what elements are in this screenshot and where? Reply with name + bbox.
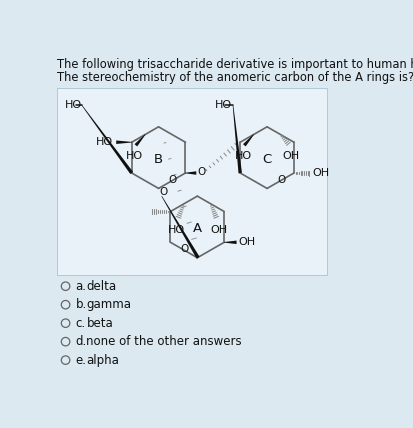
Text: O: O — [169, 175, 177, 185]
Text: OH: OH — [313, 168, 330, 178]
Text: alpha: alpha — [86, 354, 119, 367]
Text: e.: e. — [76, 354, 87, 367]
Text: beta: beta — [86, 317, 113, 330]
Text: HO: HO — [235, 152, 252, 161]
Polygon shape — [233, 105, 242, 173]
Text: C: C — [262, 153, 272, 166]
Polygon shape — [116, 140, 132, 144]
Text: delta: delta — [86, 280, 116, 293]
Text: The following trisaccharide derivative is important to human health.: The following trisaccharide derivative i… — [57, 58, 413, 71]
Text: OH: OH — [210, 226, 227, 235]
Polygon shape — [185, 171, 196, 175]
Text: b.: b. — [76, 298, 87, 311]
Polygon shape — [161, 196, 199, 259]
Text: HO: HO — [214, 100, 232, 110]
Text: HO: HO — [126, 152, 143, 161]
Text: O: O — [159, 187, 167, 197]
Text: A: A — [193, 222, 202, 235]
Text: HO: HO — [96, 137, 113, 147]
Polygon shape — [135, 134, 145, 146]
FancyBboxPatch shape — [57, 88, 327, 275]
Text: OH: OH — [238, 237, 255, 247]
Text: O: O — [180, 244, 189, 254]
Polygon shape — [243, 134, 254, 146]
Text: d.: d. — [76, 335, 87, 348]
Text: gamma: gamma — [86, 298, 131, 311]
Text: HO: HO — [168, 226, 185, 235]
Text: The stereochemistry of the anomeric carbon of the A rings is?: The stereochemistry of the anomeric carb… — [57, 71, 413, 83]
Text: HO: HO — [65, 100, 82, 110]
Text: none of the other answers: none of the other answers — [86, 335, 242, 348]
Text: OH: OH — [282, 152, 299, 161]
Polygon shape — [82, 105, 133, 174]
Text: B: B — [154, 153, 163, 166]
Polygon shape — [224, 241, 237, 244]
Text: c.: c. — [76, 317, 86, 330]
Text: a.: a. — [76, 280, 87, 293]
Text: O: O — [277, 175, 285, 185]
Text: O: O — [198, 167, 206, 177]
